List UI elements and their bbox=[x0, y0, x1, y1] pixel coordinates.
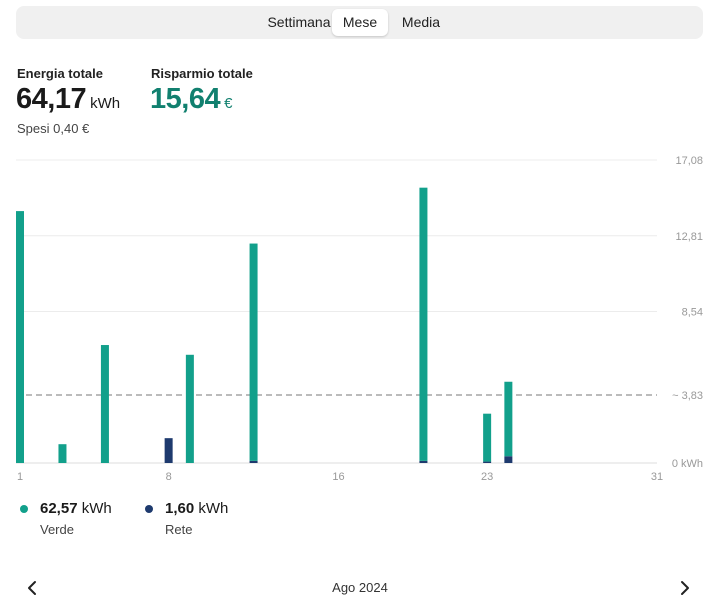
bar-verde bbox=[419, 187, 428, 461]
legend-rete-number: 1,60 bbox=[165, 500, 195, 517]
previous-month-button[interactable] bbox=[20, 577, 44, 599]
next-month-button[interactable] bbox=[673, 577, 697, 599]
bar-rete bbox=[419, 460, 428, 463]
tab-mese[interactable]: Mese bbox=[332, 9, 388, 36]
x-tick-label: 1 bbox=[17, 471, 23, 483]
total-saving-value: 15,64 € bbox=[150, 83, 232, 116]
bar-verde bbox=[100, 345, 109, 463]
legend-rete-unit: kWh bbox=[198, 500, 229, 517]
total-saving-number: 15,64 bbox=[150, 83, 221, 115]
total-energy-number: 64,17 bbox=[16, 83, 87, 115]
y-tick-label: ~ 3,83 bbox=[672, 390, 703, 402]
x-tick-label: 16 bbox=[332, 471, 344, 483]
legend-verde-dot bbox=[20, 505, 28, 513]
bar-rete bbox=[164, 438, 173, 463]
y-tick-label: 8,54 bbox=[682, 307, 703, 319]
daily-energy-chart: 17,08 12,81 8,54 ~ 3,83 0 kWh 1 8 16 23 31 bbox=[16, 155, 703, 483]
bar-verde bbox=[483, 413, 492, 462]
bar-rete bbox=[483, 461, 492, 463]
period-segmented-control: Settimana Mese Media bbox=[16, 6, 703, 39]
tab-settimana[interactable]: Settimana bbox=[267, 14, 331, 30]
legend-verde-unit: kWh bbox=[81, 500, 112, 517]
current-period: Ago 2024 bbox=[332, 580, 388, 595]
legend-rete-name: Rete bbox=[165, 522, 193, 537]
bar-verde bbox=[58, 444, 67, 463]
chevron-right-icon bbox=[681, 581, 689, 595]
legend-rete-value: 1,60 kWh bbox=[165, 500, 228, 517]
spent-amount: Spesi 0,40 € bbox=[17, 121, 90, 136]
y-tick-label: 12,81 bbox=[675, 231, 703, 243]
total-saving-unit: € bbox=[224, 95, 233, 112]
bar-rete bbox=[249, 460, 258, 463]
total-saving-label: Risparmio totale bbox=[151, 66, 253, 81]
y-tick-label: 0 kWh bbox=[672, 458, 703, 470]
chevron-left-icon bbox=[28, 581, 36, 595]
bar-verde bbox=[504, 381, 513, 457]
total-energy-unit: kWh bbox=[90, 95, 121, 112]
total-energy-label: Energia totale bbox=[17, 66, 103, 81]
x-tick-label: 31 bbox=[651, 471, 663, 483]
bar-rete bbox=[504, 456, 513, 463]
x-tick-label: 23 bbox=[481, 471, 493, 483]
bar-verde bbox=[185, 354, 194, 463]
legend-verde-name: Verde bbox=[40, 522, 74, 537]
y-tick-label: 17,08 bbox=[675, 155, 703, 167]
bar-verde bbox=[16, 211, 24, 463]
total-energy-value: 64,17 kWh bbox=[16, 83, 120, 116]
tab-media[interactable]: Media bbox=[401, 14, 441, 30]
legend-verde-value: 62,57 kWh bbox=[40, 500, 112, 517]
legend-rete-dot bbox=[145, 505, 153, 513]
legend-verde-number: 62,57 bbox=[40, 500, 78, 517]
bar-verde bbox=[249, 243, 258, 461]
x-tick-label: 8 bbox=[166, 471, 172, 483]
